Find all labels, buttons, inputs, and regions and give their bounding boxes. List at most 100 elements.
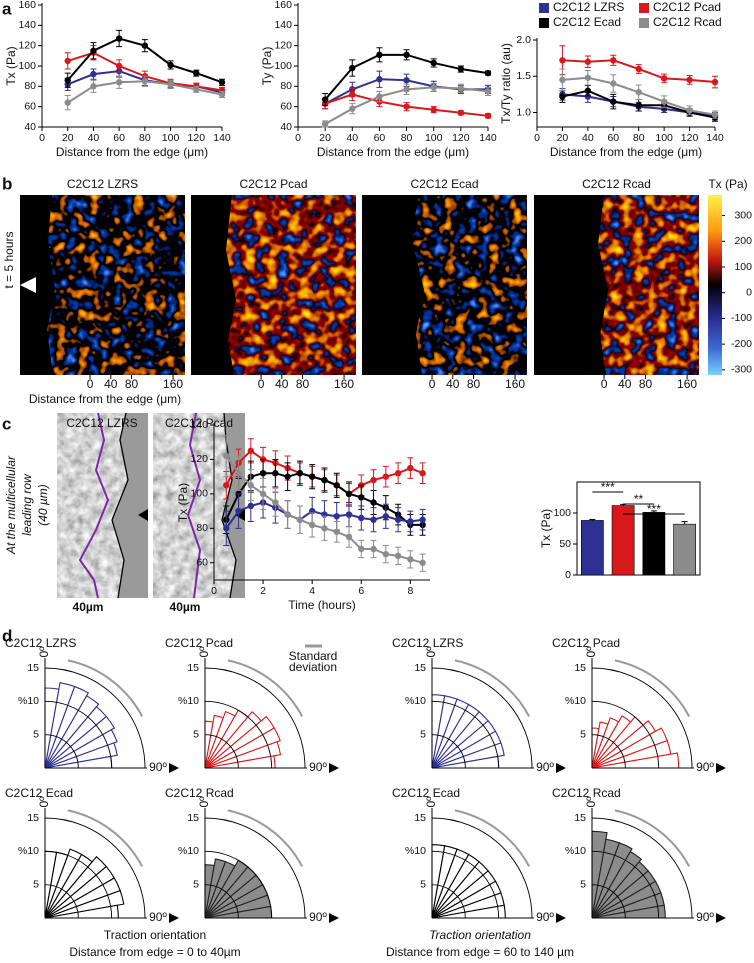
marker <box>370 499 377 506</box>
sd-arc <box>67 809 144 867</box>
legend-label: C2C12 Ecad <box>553 15 621 29</box>
x-tick-label: 60 <box>607 132 619 144</box>
r-tick-label: 15 <box>187 812 199 824</box>
y-tick-label: 1.5 <box>516 70 531 82</box>
marker <box>376 76 383 83</box>
rose-grid-arc <box>44 667 146 769</box>
marker <box>419 470 426 477</box>
marker <box>64 57 71 65</box>
marker <box>284 511 291 518</box>
x-tick-label: 0 <box>534 132 540 144</box>
rose-grid-arc <box>204 817 306 919</box>
colorbar-tick-label: 200 <box>734 235 752 247</box>
marker <box>610 80 617 87</box>
marker <box>382 473 390 480</box>
x-tick-label: 120 <box>188 132 206 144</box>
marker <box>660 75 668 82</box>
marker <box>284 473 291 480</box>
y-tick-label: 120 <box>274 39 292 51</box>
r-tick-label: 5 <box>420 728 426 740</box>
heatmap-title: C2C12 Rcad <box>582 177 651 191</box>
rose-grid-arc <box>431 817 533 919</box>
heatmap-title: C2C12 Ecad <box>410 177 478 191</box>
marker <box>259 490 267 498</box>
micrograph-title: C2C12 LZRS <box>66 416 137 430</box>
scale-label: 40µm <box>170 600 201 614</box>
marker <box>223 482 230 489</box>
r-tick-label: 5 <box>580 728 586 740</box>
axis-arrow <box>169 763 179 773</box>
panel-label: a <box>2 0 12 18</box>
error-bar <box>650 510 657 513</box>
marker <box>419 559 426 566</box>
rose-grid-arc <box>44 817 146 919</box>
legend-swatch <box>639 18 649 28</box>
marker <box>584 87 592 94</box>
r-tick-label: %10 <box>405 695 426 707</box>
side-label: leading row <box>20 473 34 536</box>
marker <box>376 51 383 59</box>
sd-arc <box>614 809 691 867</box>
x-tick-label: 140 <box>479 132 497 144</box>
x-tick-label: 0 <box>258 377 265 391</box>
x-axis-label: Distance from the edge (μm) <box>317 145 469 159</box>
x-axis-label: Distance from the edge (μm) <box>29 392 181 406</box>
y-axis-label: Ty (Pa) <box>260 47 274 86</box>
heatmap-title: C2C12 Pcad <box>239 177 307 191</box>
marker <box>235 470 242 477</box>
rose-title: C2C12 Ecad <box>392 786 460 800</box>
micrographs <box>57 412 245 599</box>
rose-grid-arc <box>204 667 306 769</box>
y-axis-label: Tx (Pa) <box>4 46 18 85</box>
marker <box>430 84 437 91</box>
rose-sector <box>431 742 505 769</box>
y-tick-label: 50 <box>559 538 571 550</box>
sd-arc <box>454 659 531 717</box>
y-tick-label: 120 <box>190 453 208 465</box>
y-tick-label: 120 <box>18 39 36 51</box>
significance-label: ** <box>634 492 644 506</box>
marker <box>247 482 255 489</box>
sd-arc <box>454 809 531 867</box>
x-tick-label: 80 <box>467 377 481 391</box>
marker <box>635 102 642 109</box>
colorbar-tick-label: -100 <box>731 312 752 324</box>
rose-sector <box>44 715 116 769</box>
r-tick-label: 15 <box>414 812 426 824</box>
x-tick-label: 160 <box>677 377 697 391</box>
marker <box>345 511 353 518</box>
y-tick-label: 60 <box>24 100 36 112</box>
marker <box>349 64 356 72</box>
rose-grid-arc <box>44 700 113 769</box>
angle-tick-label: 90º <box>696 910 714 924</box>
x-tick-label: 100 <box>655 132 673 144</box>
rose-sector <box>44 728 118 769</box>
colorbar-tick-label: 300 <box>734 209 752 221</box>
r-tick-label: %10 <box>405 845 426 857</box>
rose-grid-arc <box>591 850 660 919</box>
marker <box>559 93 566 100</box>
legend-label: C2C12 Rcad <box>653 15 722 29</box>
cell-free-area <box>534 195 608 375</box>
sd-arc <box>614 659 691 717</box>
x-axis-label: Time (hours) <box>288 598 356 612</box>
colorbar-tick-label: 100 <box>734 261 752 273</box>
colorbar-tick-label: 0 <box>746 286 752 298</box>
y-tick-label: 140 <box>274 19 292 31</box>
marker <box>321 96 329 103</box>
marker <box>333 528 340 535</box>
r-tick-label: 5 <box>33 728 39 740</box>
rose-grid-arc <box>431 700 500 769</box>
marker <box>635 65 642 73</box>
bar <box>581 520 604 576</box>
panel-label: b <box>2 174 12 193</box>
rose-sector <box>44 695 100 769</box>
marker <box>321 525 328 532</box>
angle-tick-label: 90º <box>149 760 167 774</box>
marker <box>403 86 410 93</box>
rose-sector <box>44 742 118 769</box>
y-tick-label: 100 <box>274 60 292 72</box>
r-tick-label: 5 <box>580 878 586 890</box>
marker <box>64 77 71 84</box>
